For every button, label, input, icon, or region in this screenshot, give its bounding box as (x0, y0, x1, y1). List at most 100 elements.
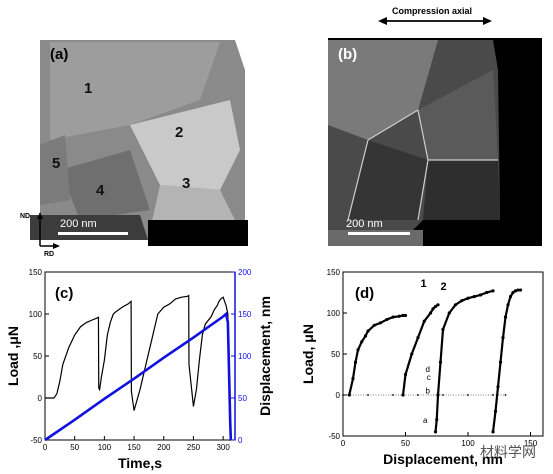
nd-label: ND (20, 213, 30, 220)
chart-c-ytick-label: 150 (29, 268, 43, 277)
chart-c-y2tick-label: 100 (238, 352, 252, 361)
chart-d-segment (501, 316, 507, 338)
grain-label-4: 4 (96, 182, 105, 199)
chart-c-ylabel-left: Load ,μN (5, 326, 21, 386)
chart-d-segment (401, 374, 407, 396)
chart-d-segment (441, 312, 451, 330)
chart-c-xtick-label: 200 (157, 443, 171, 452)
chart-d-segment (364, 330, 369, 337)
chart-d-segment (399, 314, 404, 318)
chart-d-segment (436, 362, 442, 396)
chart-d-segment (473, 293, 481, 298)
chart-d-segment (512, 289, 517, 294)
chart-d-segment (486, 289, 494, 294)
chart-d-segment (351, 362, 357, 379)
chart-d-series-2 (401, 303, 440, 397)
chart-d-annotation-2: 2 (441, 281, 447, 293)
chart-d-series-4 (491, 288, 523, 434)
chart-d-xtick-label: 100 (461, 439, 475, 448)
chart-d-segment (348, 378, 355, 396)
chart-d-segment (416, 320, 426, 338)
panel-b-scale-text: 200 nm (346, 218, 383, 230)
chart-d-panel-label: (d) (355, 285, 374, 302)
chart-c-load-series (45, 294, 231, 441)
chart-d-ylabel: Load, μN (300, 324, 316, 384)
chart-d-series-3 (433, 289, 495, 434)
panel-b-micrograph: (b) 200 nm (328, 30, 542, 246)
chart-d-segment (435, 394, 440, 420)
chart-d-series-1 (347, 313, 408, 397)
watermark: 材料学网 (480, 444, 536, 460)
chart-c-ytick-label: -50 (30, 436, 42, 445)
chart-d-segment (423, 312, 432, 322)
chart-c-y2tick-label: 0 (238, 436, 243, 445)
panel-a-micrograph: (a) 1 2 3 4 5 200 nm (20, 30, 248, 246)
rd-label: RD (44, 251, 54, 258)
panel-a-scale-text: 200 nm (60, 218, 97, 230)
chart-d-segment (354, 349, 360, 363)
chart-d-segment (434, 303, 439, 308)
chart-d-segment (439, 329, 445, 363)
chart-d-annotation-c: c (427, 373, 431, 382)
chart-d-segment (360, 335, 367, 343)
chart-c-y2tick-label: 50 (238, 394, 247, 403)
chart-d-segment (504, 304, 510, 318)
chart-d-segment (392, 315, 400, 319)
chart-d-segment (506, 296, 512, 306)
chart-d-annotation-b: b (426, 386, 431, 395)
chart-c-xtick-label: 150 (127, 443, 141, 452)
chart-d-segment (429, 308, 434, 314)
chart-d-segment (432, 305, 437, 310)
panel-a-scale-bar (58, 232, 128, 235)
compression-arrow (378, 17, 492, 25)
panel-b-scale-bar (348, 232, 410, 235)
chart-c-y2tick-label: 200 (238, 268, 252, 277)
nd-rd-axes-indicator: ND RD (20, 212, 60, 258)
chart-d-segment (494, 386, 500, 412)
chart-d-ytick-label: 0 (336, 391, 341, 400)
chart-c-panel-label: (c) (55, 285, 73, 302)
chart-d-series-5 (342, 394, 507, 396)
chart-d-ytick-label: -50 (328, 432, 340, 441)
chart-c-xtick-label: 0 (43, 443, 48, 452)
chart-d-segment (491, 411, 497, 433)
chart-d-segment (499, 337, 505, 363)
chart-d-annotation-1: 1 (421, 278, 427, 290)
chart-d-segment (373, 321, 381, 327)
grain-label-2: 2 (175, 124, 184, 141)
grain-label-5: 5 (52, 155, 61, 172)
chart-d-segment (509, 291, 514, 298)
chart-c-ytick-label: 0 (38, 394, 43, 403)
chart-d-xtick-label: 150 (524, 439, 538, 448)
chart-d-point (504, 394, 507, 396)
compression-axial-label: Compression axial (392, 6, 473, 16)
chart-d-xlabel: Displacement, nm (383, 451, 503, 467)
panel-a-label: (a) (50, 46, 69, 63)
chart-d-ytick-label: 50 (331, 350, 340, 359)
chart-d-segment (454, 299, 463, 306)
chart-c-xtick-label: 300 (216, 443, 230, 452)
chart-c-ytick-label: 50 (33, 352, 42, 361)
chart-d-xtick-label: 50 (401, 439, 410, 448)
chart-d-segment (367, 324, 375, 332)
chart-d-segment (410, 337, 420, 355)
chart-d-ytick-label: 100 (327, 309, 341, 318)
chart-d-segment (386, 316, 394, 321)
chart-c-xtick-label: 250 (187, 443, 201, 452)
chart-d-segment (404, 353, 413, 375)
chart-d-segment (515, 288, 519, 292)
panel-b-label: (b) (338, 46, 358, 63)
chart-d-segment (379, 318, 388, 324)
chart-d-annotation-a: a (423, 416, 428, 425)
chart-c-ylabel-right: Displacement, nm (257, 296, 273, 416)
chart-c-xtick-label: 100 (98, 443, 112, 452)
chart-d-segment (356, 341, 363, 351)
panel-b-image (328, 30, 542, 246)
chart-d-xtick-label: 0 (341, 439, 346, 448)
chart-c-xtick-label: 50 (70, 443, 79, 452)
chart-c-ytick-label: 100 (29, 310, 43, 319)
chart-d-segment (448, 304, 457, 314)
chart-c-displacement-series (44, 311, 233, 442)
chart-c-y2tick-label: 150 (238, 310, 252, 319)
